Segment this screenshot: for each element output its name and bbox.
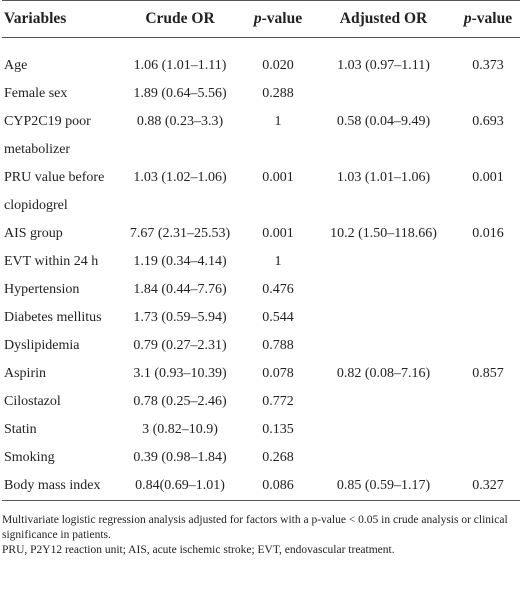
table-body: Age 1.06 (1.01–1.11) 0.020 1.03 (0.97–1.11)… xyxy=(2,38,520,501)
variable-cell: Statin xyxy=(4,422,37,437)
value-cell: 0.001 xyxy=(262,226,294,241)
value-cell: 0.001 xyxy=(262,170,294,185)
value-cell: 0.086 xyxy=(262,478,294,493)
value-cell: 1.06 (1.01–1.11) xyxy=(133,58,227,73)
value-cell xyxy=(456,416,520,444)
value-cell: 0.772 xyxy=(262,394,294,409)
value-cell: 1.73 (0.59–5.94) xyxy=(133,310,227,325)
table-row: Body mass index 0.84(0.69–1.01) 0.086 0.85 … xyxy=(2,472,520,501)
header-cell: Adjusted OR xyxy=(339,10,428,27)
table-row: EVT within 24 h 1.19 (0.34–4.14) 1 xyxy=(2,248,520,276)
value-cell: 0.58 (0.04–9.49) xyxy=(336,114,431,129)
value-cell xyxy=(311,248,456,276)
table-row: Cilostazol 0.78 (0.25–2.46) 0.772 xyxy=(2,388,520,416)
value-cell: 0.544 xyxy=(262,310,294,325)
value-cell: 0.88 (0.23–3.3) xyxy=(136,114,224,129)
value-cell: 3.1 (0.93–10.39) xyxy=(133,366,227,381)
variable-cell: Age xyxy=(4,58,28,73)
value-cell: 0.078 xyxy=(262,366,294,381)
table-row: Smoking 0.39 (0.98–1.84) 0.268 xyxy=(2,444,520,472)
value-cell: 1.84 (0.44–7.76) xyxy=(133,282,227,297)
table-row: CYP2C19 poor metabolizer 0.88 (0.23–3.3) 1… xyxy=(2,108,520,164)
table-row: Aspirin 3.1 (0.93–10.39) 0.078 0.82 (0.08–7… xyxy=(2,360,520,388)
value-cell: 0.788 xyxy=(262,338,294,353)
value-cell xyxy=(456,444,520,472)
footnote: Multivariate logistic regression analysi… xyxy=(2,514,508,541)
variable-cell: Diabetes mellitus xyxy=(4,310,102,325)
value-cell: 1.89 (0.64–5.56) xyxy=(133,86,227,101)
table-row: Female sex 1.89 (0.64–5.56) 0.288 xyxy=(2,80,520,108)
value-cell: 0.693 xyxy=(472,114,504,129)
table-header: Variables Crude OR p-value Adjusted OR p-val… xyxy=(2,0,520,38)
value-cell xyxy=(456,388,520,416)
variable-cell: Body mass index xyxy=(4,478,101,493)
value-cell: 1.19 (0.34–4.14) xyxy=(133,254,227,269)
value-cell xyxy=(311,304,456,332)
variable-cell: Smoking xyxy=(4,450,55,465)
table-row: Age 1.06 (1.01–1.11) 0.020 1.03 (0.97–1.11)… xyxy=(2,38,520,81)
table-row: Dyslipidemia 0.79 (0.27–2.31) 0.788 xyxy=(2,332,520,360)
value-cell: 0.001 xyxy=(472,170,504,185)
value-cell xyxy=(311,416,456,444)
value-cell: 0.268 xyxy=(262,450,294,465)
footnote: PRU, P2Y12 reaction unit; AIS, acute isc… xyxy=(2,544,395,556)
variable-cell: PRU value before clopidogrel xyxy=(4,170,105,213)
value-cell xyxy=(456,248,520,276)
value-cell xyxy=(311,80,456,108)
value-cell: 0.288 xyxy=(262,86,294,101)
value-cell: 0.39 (0.98–1.84) xyxy=(133,450,227,465)
table-row: Statin 3 (0.82–10.9) 0.135 xyxy=(2,416,520,444)
value-cell: 1 xyxy=(274,254,282,269)
value-cell: 3 (0.82–10.9) xyxy=(142,422,218,437)
value-cell xyxy=(456,332,520,360)
value-cell: 0.016 xyxy=(472,226,504,241)
table-row: Diabetes mellitus 1.73 (0.59–5.94) 0.544 xyxy=(2,304,520,332)
variable-cell: Dyslipidemia xyxy=(4,338,80,353)
header-row: Variables Crude OR p-value Adjusted OR p-val… xyxy=(2,0,520,38)
value-cell: 0.78 (0.25–2.46) xyxy=(133,394,227,409)
value-cell: 7.67 (2.31–25.53) xyxy=(129,226,231,241)
variable-cell: AIS group xyxy=(4,226,63,241)
value-cell: 0.79 (0.27–2.31) xyxy=(133,338,227,353)
value-cell: 0.857 xyxy=(472,366,504,381)
value-cell: 0.476 xyxy=(262,282,294,297)
table-row: AIS group 7.67 (2.31–25.53) 0.001 10.2 (1.5… xyxy=(2,220,520,248)
value-cell: 0.82 (0.08–7.16) xyxy=(336,366,431,381)
value-cell: 1.03 (1.02–1.06) xyxy=(133,170,227,185)
variable-cell: CYP2C19 poor metabolizer xyxy=(4,114,91,157)
value-cell: 0.135 xyxy=(262,422,294,437)
value-cell xyxy=(311,388,456,416)
table-row: Hypertension 1.84 (0.44–7.76) 0.476 xyxy=(2,276,520,304)
value-cell xyxy=(311,444,456,472)
value-cell: 0.020 xyxy=(262,58,294,73)
value-cell: 0.327 xyxy=(472,478,504,493)
value-cell: 1.03 (1.01–1.06) xyxy=(336,170,431,185)
value-cell xyxy=(456,304,520,332)
value-cell: 1.03 (0.97–1.11) xyxy=(337,58,430,73)
value-cell xyxy=(311,276,456,304)
value-cell: 1 xyxy=(274,114,282,129)
value-cell: 10.2 (1.50–118.66) xyxy=(330,226,437,241)
value-cell: 0.373 xyxy=(472,58,504,73)
variable-cell: Hypertension xyxy=(4,282,80,297)
header-cell: Variables xyxy=(4,10,67,27)
value-cell xyxy=(311,332,456,360)
header-cell: Crude OR xyxy=(145,10,215,27)
variable-cell: Cilostazol xyxy=(4,394,61,409)
header-cell: p-value xyxy=(463,10,513,27)
variable-cell: Aspirin xyxy=(4,366,46,381)
value-cell xyxy=(456,276,520,304)
header-cell: p-value xyxy=(253,10,303,27)
results-table: Variables Crude OR p-value Adjusted OR p-val… xyxy=(2,0,520,501)
variable-cell: EVT within 24 h xyxy=(4,254,99,269)
variable-cell: Female sex xyxy=(4,86,68,101)
value-cell: 0.84(0.69–1.01) xyxy=(135,478,225,493)
value-cell xyxy=(456,80,520,108)
table-row: PRU value before clopidogrel 1.03 (1.02–1… xyxy=(2,164,520,220)
value-cell: 0.85 (0.59–1.17) xyxy=(336,478,431,493)
